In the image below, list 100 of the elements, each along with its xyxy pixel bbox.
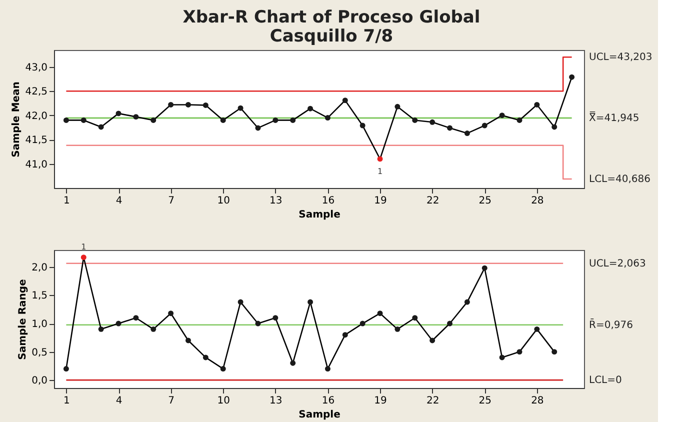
y-tick-label: 1,5 bbox=[32, 290, 48, 302]
y-tick-label: 2,0 bbox=[32, 262, 48, 274]
x-tick-label: 13 bbox=[270, 196, 282, 206]
point bbox=[394, 326, 400, 332]
point bbox=[290, 117, 296, 123]
point bbox=[255, 125, 261, 131]
y-tick-label: 42,0 bbox=[25, 110, 48, 122]
point bbox=[290, 360, 296, 366]
x-tick-label: 19 bbox=[374, 396, 387, 406]
point bbox=[150, 117, 156, 123]
point bbox=[133, 315, 139, 321]
annotation: LCL=40,686 bbox=[589, 174, 650, 185]
x-tick-label: 7 bbox=[168, 396, 174, 406]
y-tick-label: 0,5 bbox=[32, 347, 48, 358]
point bbox=[447, 125, 452, 131]
point bbox=[430, 119, 436, 125]
x-tick-label: 16 bbox=[322, 196, 335, 206]
point bbox=[552, 349, 558, 355]
point bbox=[63, 117, 69, 123]
x-tick-label: 7 bbox=[168, 196, 174, 206]
x-tick-label: 4 bbox=[116, 196, 122, 206]
point bbox=[116, 110, 122, 116]
point bbox=[150, 326, 156, 332]
x-tick-label: 1 bbox=[64, 396, 70, 406]
point bbox=[482, 122, 488, 128]
x-tick-label: 22 bbox=[426, 396, 440, 406]
x-tick-label: 28 bbox=[531, 396, 544, 406]
point bbox=[412, 117, 418, 123]
point bbox=[308, 106, 314, 112]
annotation: UCL=2,063 bbox=[589, 258, 646, 270]
annotation: R̄=0,976 bbox=[589, 318, 633, 331]
point bbox=[394, 104, 400, 110]
point bbox=[516, 349, 522, 355]
x-tick-label: 1 bbox=[64, 196, 70, 206]
x-tick-label: 4 bbox=[116, 396, 122, 406]
y-tick-label: 0,0 bbox=[32, 376, 48, 387]
point bbox=[499, 112, 505, 118]
point bbox=[377, 310, 383, 316]
x-tick-label: 25 bbox=[478, 196, 492, 206]
point bbox=[516, 117, 522, 123]
point bbox=[255, 320, 261, 326]
point bbox=[168, 310, 174, 316]
point bbox=[116, 320, 122, 326]
point bbox=[202, 102, 208, 108]
point bbox=[272, 117, 278, 123]
point bbox=[464, 299, 470, 305]
annotation: LCL=0 bbox=[589, 375, 622, 386]
point bbox=[377, 156, 383, 162]
point bbox=[80, 254, 86, 260]
point bbox=[447, 320, 452, 326]
y-tick-label: 43,0 bbox=[25, 62, 48, 74]
point bbox=[272, 315, 278, 321]
point bbox=[342, 332, 348, 338]
point bbox=[360, 122, 366, 128]
x-tick-label: 13 bbox=[270, 396, 282, 406]
point bbox=[534, 102, 540, 108]
point bbox=[308, 299, 314, 305]
y-tick-label: 41,0 bbox=[25, 159, 48, 170]
y-axis-title: Sample Range bbox=[18, 278, 29, 360]
point bbox=[238, 299, 244, 305]
point bbox=[324, 115, 330, 121]
point bbox=[412, 315, 418, 321]
point bbox=[569, 74, 575, 80]
x-axis-title: Sample bbox=[298, 210, 341, 220]
point bbox=[342, 98, 348, 104]
point bbox=[63, 366, 69, 372]
x-axis-title: Sample bbox=[298, 410, 341, 420]
point bbox=[133, 114, 139, 120]
point bbox=[238, 105, 244, 111]
x-tick-label: 19 bbox=[374, 196, 387, 206]
point bbox=[534, 326, 540, 332]
chart-title: Xbar-R Chart of Proceso Global Casquillo 7/8 bbox=[182, 8, 480, 46]
point bbox=[220, 366, 226, 372]
point bbox=[360, 320, 366, 326]
annotation: 1 bbox=[81, 242, 86, 252]
point bbox=[220, 117, 226, 123]
x-tick-label: 10 bbox=[217, 196, 230, 206]
point bbox=[98, 326, 104, 332]
annotation: X̿=41,945 bbox=[589, 111, 640, 124]
annotation: UCL=43,203 bbox=[589, 52, 652, 64]
x-tick-label: 22 bbox=[426, 196, 440, 206]
x-tick-label: 16 bbox=[322, 396, 335, 406]
point bbox=[499, 354, 505, 360]
point bbox=[324, 366, 330, 372]
point bbox=[430, 338, 436, 344]
annotation: 1 bbox=[377, 166, 383, 176]
point bbox=[552, 124, 558, 130]
y-tick-label: 42,5 bbox=[25, 86, 48, 98]
y-tick-label: 41,5 bbox=[25, 135, 48, 146]
point bbox=[202, 354, 208, 360]
x-tick-label: 25 bbox=[478, 396, 492, 406]
point bbox=[186, 102, 191, 108]
y-axis-title: Sample Mean bbox=[11, 82, 22, 158]
point bbox=[80, 117, 86, 123]
point bbox=[464, 130, 470, 136]
x-tick-label: 28 bbox=[531, 196, 544, 206]
point bbox=[482, 265, 488, 271]
y-tick-label: 1,0 bbox=[32, 319, 48, 330]
x-tick-label: 10 bbox=[217, 396, 230, 406]
point bbox=[186, 338, 191, 344]
